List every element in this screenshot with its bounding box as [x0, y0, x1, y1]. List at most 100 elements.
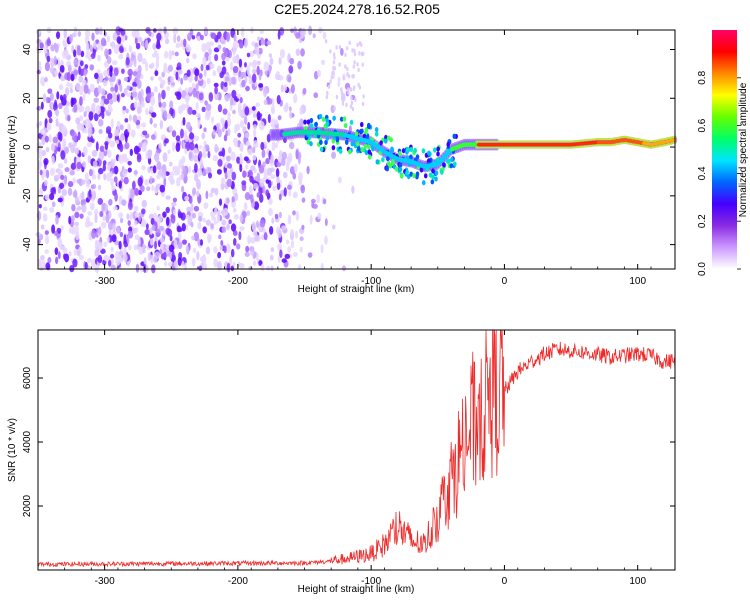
spectrogram-noise-blob	[322, 198, 327, 205]
colorbar-gradient	[712, 30, 737, 269]
spectrogram-noise-blob	[219, 245, 223, 251]
spectrogram-noise-blob	[85, 105, 91, 113]
ridge-edge	[659, 138, 665, 141]
spectrogram-noise-blob	[137, 236, 141, 245]
spectrogram-noise-blob	[41, 135, 46, 146]
spectrogram-noise-blob	[295, 32, 301, 39]
colorbar-tick-label: 0.0	[697, 262, 708, 276]
spectrogram-noise-blob	[78, 122, 85, 130]
spectrogram-noise-blob	[275, 168, 280, 178]
spectrogram-noise-blob	[38, 61, 42, 66]
spectrogram-noise-blob	[44, 77, 48, 83]
spectrogram-noise-blob	[141, 219, 147, 228]
spectrogram-noise-blob	[231, 171, 237, 181]
spectrogram-noise-blob	[37, 238, 41, 245]
spectrogram-noise-blob	[232, 44, 237, 55]
ridge-blob	[449, 163, 454, 169]
spectrogram-noise-blob	[324, 235, 328, 245]
spectrogram-noise-blob	[271, 217, 275, 224]
spectrogram-noise-blob	[63, 106, 70, 116]
spectrogram-noise-blob	[203, 127, 207, 133]
spectrogram-noise-blob	[141, 101, 145, 108]
spectrogram-noise-blob	[265, 189, 270, 197]
ridge-edge	[495, 140, 501, 143]
spectrogram-noise-blob	[228, 255, 233, 266]
spectrogram-noise-blob	[227, 169, 231, 180]
spectrogram-noise-blob	[169, 249, 173, 260]
spectrogram-noise-blob	[347, 90, 350, 95]
spectrogram-noise-blob	[46, 122, 50, 131]
spectrogram-noise-blob	[51, 224, 56, 234]
spectrogram-noise-blob	[169, 161, 173, 167]
ridge-blob	[303, 125, 308, 131]
spectrogram-noise-blob	[309, 214, 313, 225]
spectrogram-noise-blob	[40, 101, 44, 110]
spectrogram-noise-blob	[345, 46, 349, 51]
spectrogram-noise-blob	[169, 100, 174, 110]
spectrogram-noise-blob	[127, 201, 133, 211]
spectrogram-noise-blob	[63, 28, 68, 39]
spectrogram-noise-blob	[76, 47, 82, 56]
spectrogram-noise-blob	[164, 138, 169, 144]
spectrogram-noise-blob	[110, 86, 115, 92]
spectrogram-noise-blob	[93, 112, 99, 122]
spectrogram-noise-blob	[244, 251, 250, 257]
spectrogram-noise-blob	[45, 146, 50, 153]
spectrogram-noise-blob	[109, 171, 113, 178]
spectrogram-noise-blob	[281, 225, 287, 231]
spectrogram-noise-blob	[223, 245, 227, 254]
spectrogram-noise-blob	[165, 216, 170, 226]
spectrogram-noise-blob	[97, 184, 102, 191]
spectrogram-noise-blob	[153, 123, 158, 128]
spectrogram-noise-blob	[245, 140, 251, 147]
spectrogram-noise-blob	[260, 39, 266, 46]
spectrogram-noise-blob	[118, 79, 122, 86]
ridge-blob	[367, 154, 372, 160]
spectrogram-noise-blob	[316, 193, 320, 204]
spectrogram-noise-blob	[44, 194, 51, 201]
spectrogram-noise-blob	[182, 239, 187, 245]
spectrogram-noise-blob	[118, 45, 124, 54]
spectrogram-noise-blob	[320, 59, 326, 66]
spectrogram-noise-blob	[110, 80, 114, 88]
spectrogram-noise-blob	[177, 69, 183, 75]
spectrogram-noise-blob	[223, 81, 228, 88]
spectrogram-noise-blob	[231, 196, 235, 203]
spectrogram-noise-blob	[184, 135, 189, 142]
spectrogram-noise-blob	[317, 212, 322, 220]
spectrogram-noise-blob	[213, 82, 219, 88]
spectrogram-noise-blob	[67, 187, 73, 196]
y-tick-label: 4000	[22, 430, 33, 453]
spectrogram-noise-blob	[226, 197, 230, 204]
spectrogram-noise-blob	[203, 202, 209, 209]
spectrogram-noise-blob	[287, 214, 292, 225]
spectrogram-noise-blob	[151, 32, 155, 38]
spectrogram-noise-blob	[39, 42, 44, 50]
spectrogram-noise-blob	[88, 189, 92, 198]
spectrogram-noise-blob	[192, 187, 197, 196]
ridge-edge	[619, 142, 625, 145]
spectrogram-noise-blob	[340, 47, 344, 56]
spectrogram-noise-blob	[246, 210, 251, 216]
spectrogram-noise-blob	[156, 148, 162, 154]
spectrogram-noise-blob	[145, 61, 149, 72]
spectrogram-noise-blob	[72, 258, 78, 268]
ridge-edge	[643, 145, 649, 148]
spectrogram-noise-blob	[119, 124, 124, 131]
spectrogram-noise-blob	[109, 98, 114, 105]
spectrogram-noise-blob	[92, 183, 97, 190]
spectrogram-noise-blob	[353, 60, 356, 65]
spectrogram-noise-blob	[176, 62, 182, 70]
spectrogram-noise-blob	[56, 91, 60, 100]
spectrogram-noise-blob	[204, 27, 208, 35]
spectrogram-noise-blob	[268, 198, 273, 206]
spectrogram-noise-blob	[167, 149, 171, 155]
spectrogram-noise-blob	[227, 112, 231, 119]
spectrogram-noise-blob	[193, 173, 199, 182]
spectrogram-noise-blob	[282, 171, 288, 179]
spectrogram-noise-blob	[262, 185, 266, 194]
spectrogram-noise-blob	[312, 203, 318, 209]
spectrogram-noise-blob	[115, 256, 121, 266]
spectrogram-noise-blob	[213, 220, 218, 225]
colorbar-ticks: 0.0 0.2 0.4 0.6 0.8	[697, 70, 741, 276]
